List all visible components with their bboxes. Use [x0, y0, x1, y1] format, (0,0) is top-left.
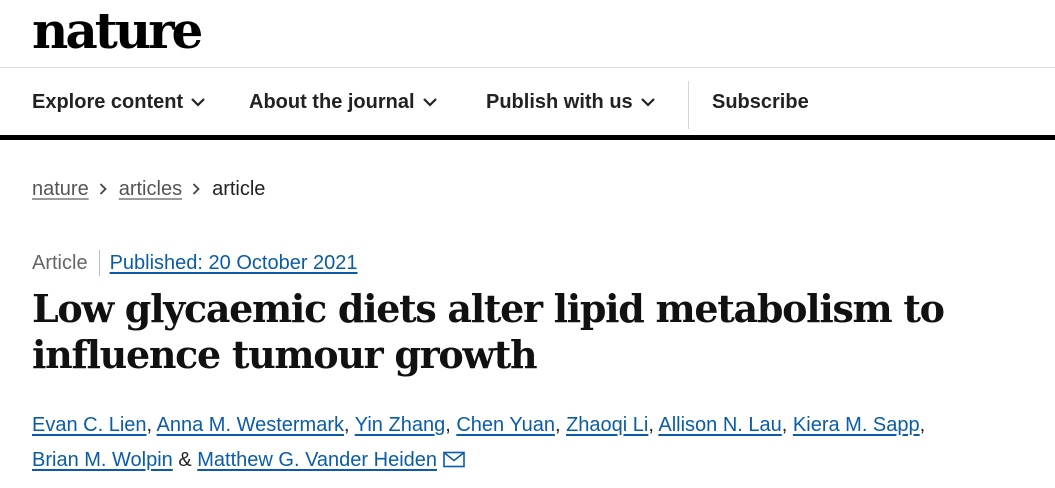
breadcrumb-articles[interactable]: articles — [118, 177, 183, 200]
author-separator: , — [554, 414, 561, 436]
subscribe-label: Subscribe — [712, 90, 809, 113]
author-link[interactable]: Zhaoqi Li — [566, 414, 649, 436]
nature-logo[interactable]: nature — [32, 1, 203, 60]
author-link[interactable]: Kiera M. Sapp — [792, 414, 920, 436]
author-link[interactable]: Evan C. Lien — [32, 414, 147, 436]
author-separator: , — [781, 414, 788, 436]
published-date[interactable]: Published: 20 October 2021 — [109, 251, 358, 274]
author-separator: , — [648, 414, 654, 436]
nav-item-label: About the journal — [249, 90, 415, 113]
article-meta: Article Published: 20 October 2021 — [32, 250, 358, 276]
author-separator: , — [344, 414, 350, 436]
site-header: nature — [0, 0, 1055, 68]
author-link[interactable]: Allison N. Lau — [658, 414, 782, 436]
article-type: Article — [32, 251, 88, 274]
chevron-down-icon — [640, 97, 655, 107]
author-link[interactable]: Anna M. Westermark — [156, 414, 344, 436]
author-separator: , — [445, 414, 451, 436]
author-separator: , — [146, 414, 153, 436]
article-title: Low glycaemic diets alter lipid metaboli… — [32, 286, 945, 377]
chevron-right-icon — [192, 178, 200, 201]
main-nav: Explore content About the journal Publis… — [0, 69, 1055, 140]
author-link[interactable]: Brian M. Wolpin — [32, 449, 173, 471]
nav-publish-with-us[interactable]: Publish with us — [486, 69, 655, 135]
breadcrumb-nature[interactable]: nature — [32, 177, 89, 200]
nav-divider — [688, 81, 689, 129]
author-separator-last: & — [178, 449, 192, 471]
author-link[interactable]: Yin Zhang — [354, 414, 446, 436]
nav-item-label: Explore content — [32, 90, 184, 113]
author-list: Evan C. Lien, Anna M. Westermark, Yin Zh… — [32, 408, 1042, 478]
nav-item-label: Publish with us — [486, 90, 633, 113]
chevron-down-icon — [422, 97, 437, 107]
breadcrumb: nature articles article — [32, 176, 265, 202]
meta-divider — [98, 250, 100, 276]
chevron-right-icon — [99, 178, 107, 201]
author-separator: , — [919, 414, 926, 436]
chevron-down-icon — [191, 97, 205, 107]
author-link[interactable]: Matthew G. Vander Heiden — [197, 449, 438, 471]
breadcrumb-current: article — [212, 177, 266, 200]
author-link[interactable]: Chen Yuan — [456, 414, 555, 436]
nav-explore-content[interactable]: Explore content — [32, 69, 205, 135]
nav-about-journal[interactable]: About the journal — [249, 69, 437, 135]
subscribe-link[interactable]: Subscribe — [712, 69, 809, 135]
envelope-icon[interactable] — [443, 451, 465, 468]
